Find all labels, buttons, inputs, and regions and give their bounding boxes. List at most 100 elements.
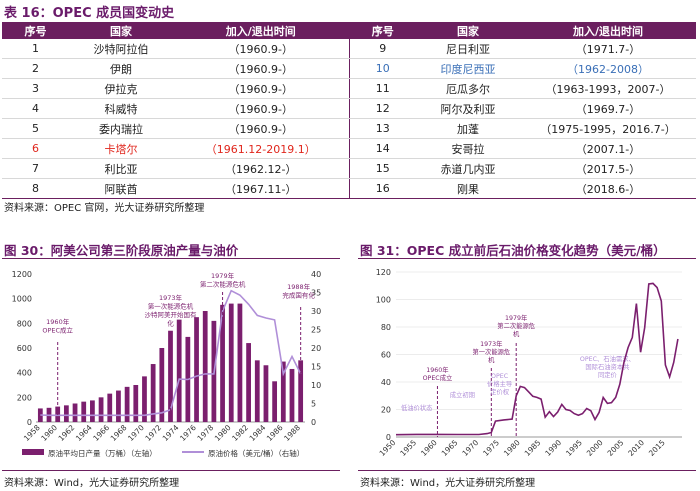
cell-country: 科威特 — [69, 98, 173, 119]
bar — [298, 360, 304, 422]
y-right-tick-label: 15 — [311, 363, 321, 372]
header-no-right: 序号 — [349, 22, 416, 39]
bar — [63, 405, 69, 422]
annotation-text: 定价权 — [490, 387, 510, 396]
fig30-chart: 0 200 400 600 800 1000 1200 0 5 10 15 20 25 30 35 40 195… — [12, 270, 322, 458]
cell-country: 委内瑞拉 — [69, 118, 173, 139]
y-right-tick-label: 30 — [311, 307, 321, 316]
x-tick-label: 1972 — [143, 423, 163, 443]
bar — [237, 303, 243, 422]
cell-no: 13 — [349, 118, 416, 139]
header-country-right: 国家 — [416, 22, 520, 39]
annotation-text: 1988年 — [287, 282, 311, 291]
y-tick-label: 60 — [381, 351, 391, 360]
y-left-tick-label: 600 — [17, 344, 32, 353]
cell-no: 9 — [349, 39, 416, 59]
x-tick-label: 1990 — [543, 438, 563, 458]
cell-no: 5 — [2, 118, 69, 139]
y-right-tick-label: 20 — [311, 344, 321, 353]
cell-country: 赤道几内亚 — [416, 158, 520, 179]
header-country: 国家 — [69, 22, 173, 39]
cell-no: 12 — [349, 98, 416, 119]
fig30-title-rule — [2, 258, 340, 259]
annotation-text: 完成国有化 — [282, 291, 315, 300]
table-source: 资料来源：OPEC 官网，光大证券研究所整理 — [4, 203, 205, 214]
y-left-tick-label: 800 — [17, 319, 32, 328]
bar — [176, 319, 182, 422]
bar — [246, 343, 251, 422]
annotation-text: 第一次能源危 — [472, 347, 510, 356]
x-tick-label: 1970 — [126, 423, 146, 443]
bar — [254, 360, 260, 422]
annotation-text: 机 — [488, 355, 495, 364]
cell-country: 安哥拉 — [416, 138, 520, 159]
x-tick-label: 1976 — [178, 423, 198, 443]
x-tick-label: 1966 — [91, 423, 111, 443]
cell-no: 2 — [2, 58, 69, 79]
fig30-bottom-rule — [2, 470, 340, 471]
x-tick-label: 1984 — [248, 423, 268, 443]
y-tick-label: 120 — [376, 268, 391, 277]
annotation-text: 1973年 — [159, 293, 183, 302]
cell-time: （1971.7-） — [520, 39, 696, 59]
y-right-tick-label: 35 — [311, 289, 321, 298]
fig31-source: 资料来源：Wind，光大证券研究所整理 — [360, 478, 536, 489]
header-time-right: 加入/退出时间 — [520, 22, 696, 39]
cell-no: 1 — [2, 39, 69, 59]
annotation-text: 低油价状态 — [401, 403, 433, 412]
table-header-row: 序号 国家 加入/退出时间 序号 国家 加入/退出时间 — [2, 22, 696, 39]
annotation-text: 化 — [167, 319, 174, 328]
bar — [133, 385, 139, 422]
cell-country: 沙特阿拉伯 — [69, 39, 173, 59]
y-left-tick-label: 1000 — [12, 295, 32, 304]
annotation-text: 第二次能源危机 — [200, 280, 246, 289]
x-tick-label: 1950 — [378, 438, 398, 458]
bar — [124, 386, 130, 422]
cell-no: 3 — [2, 78, 69, 99]
annotation-text: 1973年 — [480, 339, 502, 348]
cell-time: （2018.6-） — [520, 178, 696, 199]
cell-time: （1960.9-） — [173, 98, 350, 119]
bar — [263, 365, 269, 422]
y-left-tick-label: 1200 — [12, 270, 32, 279]
annotation-text: 1979年 — [505, 313, 527, 322]
y-right-tick-label: 40 — [311, 270, 321, 279]
cell-time: （1975-1995，2016.7-） — [520, 118, 696, 139]
bar — [107, 393, 113, 422]
cell-country: 伊拉克 — [69, 78, 173, 99]
x-tick-label: 1988 — [282, 423, 302, 443]
cell-country: 印度尼西亚 — [416, 58, 520, 79]
y-tick-label: 40 — [381, 378, 391, 387]
cell-time: （1962-2008） — [520, 58, 696, 79]
price-line — [395, 282, 679, 436]
annotation-text: 第二次能源危 — [497, 321, 535, 330]
y-right-tick-label: 10 — [311, 381, 321, 390]
cell-no: 10 — [349, 58, 416, 79]
bar — [90, 400, 95, 422]
fig30-source: 资料来源：Wind，光大证券研究所整理 — [4, 478, 180, 489]
table-body: 1 沙特阿拉伯 （1960.9-） 9 尼日利亚 （1971.7-） 2 伊朗 （1960.9-… — [2, 39, 696, 199]
cell-country: 阿尔及利亚 — [416, 98, 520, 119]
annotation-text: 1979年 — [211, 271, 235, 280]
cell-no: 16 — [349, 178, 416, 199]
annotation-text: 1960年 — [46, 317, 70, 326]
bar — [272, 381, 278, 422]
cell-country: 刚果 — [416, 178, 520, 199]
cell-time: （2017.5-） — [520, 158, 696, 179]
cell-no: 4 — [2, 98, 69, 119]
y-tick-label: 0 — [386, 433, 391, 442]
y-tick-label: 20 — [381, 406, 391, 415]
bar — [150, 364, 156, 422]
cell-country: 伊朗 — [69, 58, 173, 79]
x-tick-label: 1974 — [161, 423, 181, 443]
y-tick-label: 100 — [376, 296, 391, 305]
cell-time: （1960.9-） — [173, 39, 350, 59]
x-tick-label: 1980 — [502, 438, 522, 458]
annotation-text: 国际石油资本共 — [585, 362, 630, 371]
bar — [289, 368, 295, 422]
cell-no: 7 — [2, 158, 69, 179]
cell-country: 厄瓜多尔 — [416, 78, 520, 99]
bar — [280, 361, 286, 422]
x-tick-label: 1982 — [230, 423, 250, 443]
